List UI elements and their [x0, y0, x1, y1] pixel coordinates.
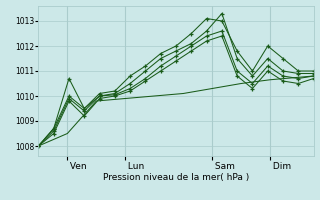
X-axis label: Pression niveau de la mer( hPa ): Pression niveau de la mer( hPa ) — [103, 173, 249, 182]
